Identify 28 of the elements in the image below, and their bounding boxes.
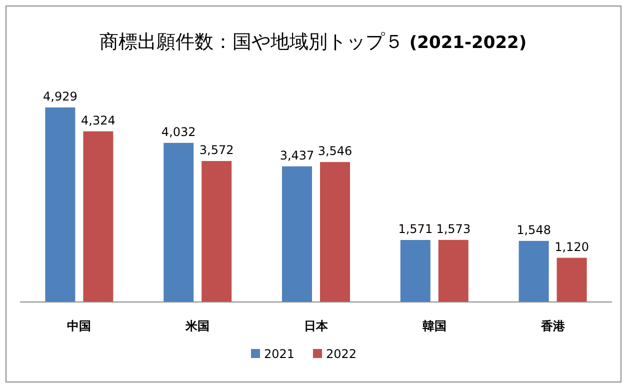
x-tick-label: 香港: [540, 319, 566, 333]
data-label: 3,572: [199, 143, 234, 158]
title: 商標出願件数：国や地域別トップ５ (2021-2022): [99, 31, 527, 53]
bar: [202, 161, 232, 302]
bar: [45, 107, 76, 302]
data-label: 3,546: [318, 144, 352, 158]
bar: [438, 240, 468, 302]
bar: [400, 240, 430, 302]
x-tick-label: 日本: [304, 319, 329, 333]
bar: [83, 131, 114, 302]
legend-label: 2021: [264, 347, 295, 361]
bar: [556, 258, 587, 302]
x-tick-label: 中国: [67, 319, 92, 333]
data-label: 1,120: [554, 240, 589, 254]
x-tick-label: 韓国: [422, 319, 446, 333]
x-tick-label: 米国: [184, 319, 210, 333]
bar: [164, 142, 194, 302]
data-label: 1,571: [398, 222, 433, 236]
data-label: 1,548: [516, 222, 551, 237]
legend-label: 2022: [326, 347, 357, 361]
data-label: 3,437: [280, 148, 314, 162]
bar: [320, 162, 350, 302]
data-label: 4,032: [161, 124, 196, 139]
bar: [518, 240, 549, 302]
bar: [282, 166, 312, 302]
data-label: 1,573: [436, 222, 471, 236]
data-label: 4,929: [43, 89, 78, 104]
data-label: 4,324: [81, 113, 116, 128]
